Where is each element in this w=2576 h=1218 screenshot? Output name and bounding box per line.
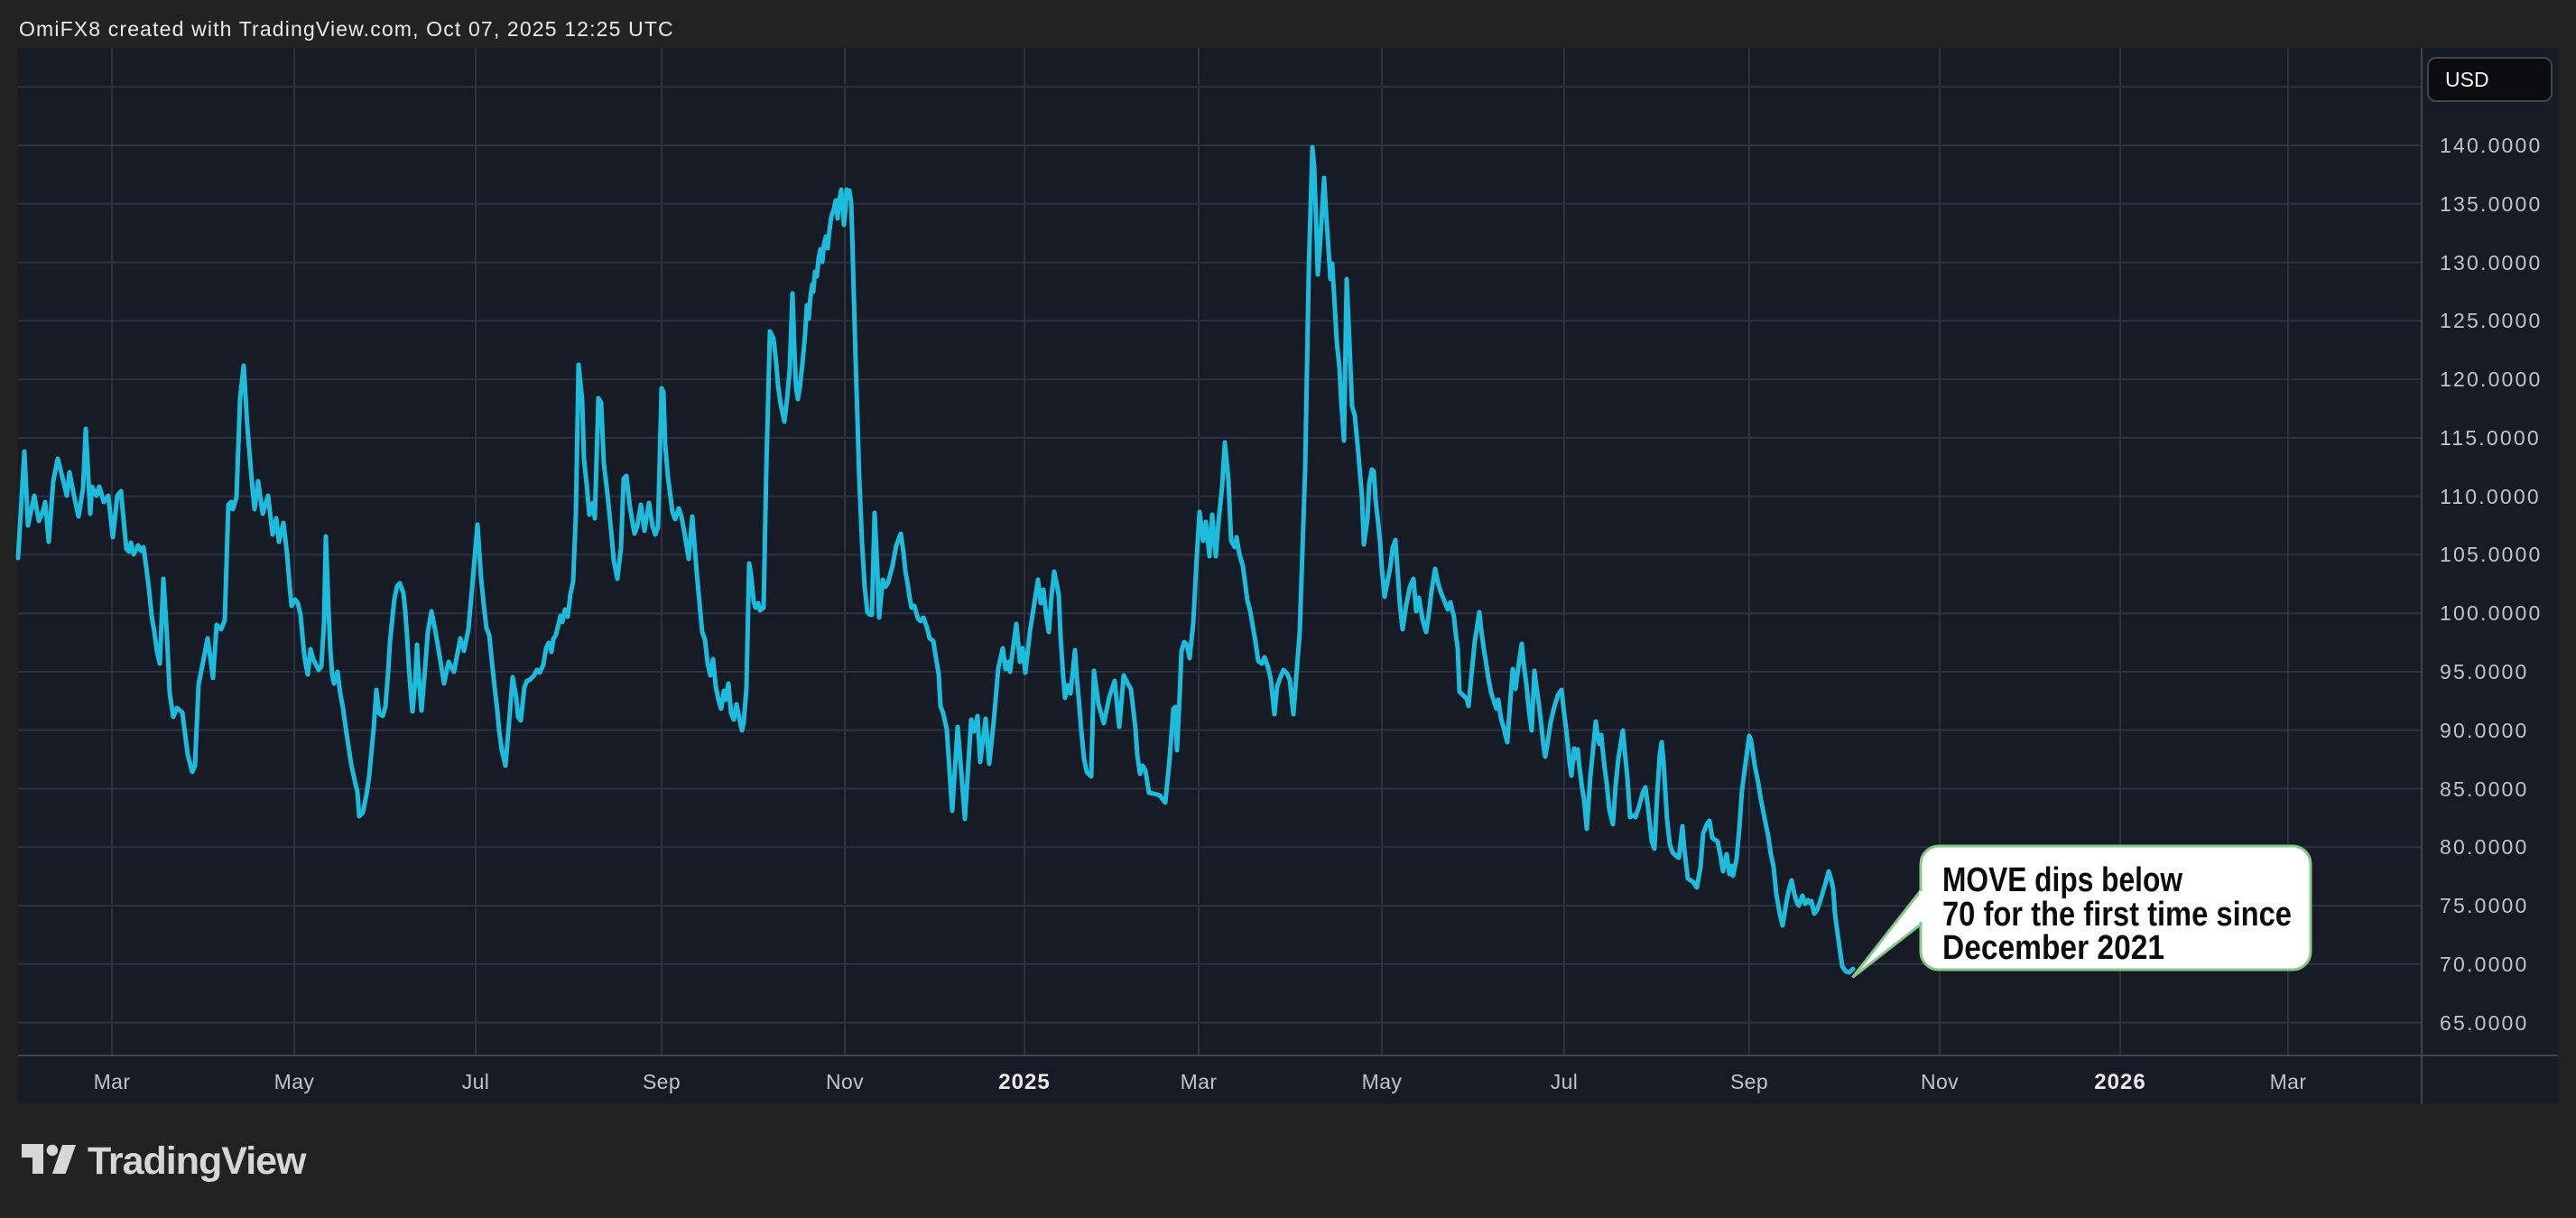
svg-text:140.0000: 140.0000 — [2440, 134, 2543, 157]
svg-text:December 2021: December 2021 — [1942, 929, 2164, 967]
svg-text:95.0000: 95.0000 — [2440, 660, 2529, 683]
svg-text:120.0000: 120.0000 — [2440, 367, 2543, 391]
svg-text:70.0000: 70.0000 — [2440, 953, 2529, 976]
svg-text:135.0000: 135.0000 — [2440, 192, 2543, 216]
svg-text:OmiFX8 created with TradingVie: OmiFX8 created with TradingView.com, Oct… — [19, 17, 674, 41]
svg-text:Nov: Nov — [1921, 1070, 1959, 1093]
svg-text:125.0000: 125.0000 — [2440, 309, 2543, 332]
svg-text:80.0000: 80.0000 — [2440, 835, 2529, 859]
svg-text:70 for the first time since: 70 for the first time since — [1942, 896, 2292, 934]
svg-text:Mar: Mar — [2270, 1070, 2307, 1093]
svg-text:Jul: Jul — [462, 1070, 490, 1093]
svg-text:65.0000: 65.0000 — [2440, 1011, 2529, 1035]
svg-text:75.0000: 75.0000 — [2440, 894, 2529, 917]
svg-text:100.0000: 100.0000 — [2440, 601, 2543, 625]
svg-text:Mar: Mar — [94, 1070, 131, 1093]
svg-text:USD: USD — [2445, 68, 2489, 91]
svg-text:TradingView: TradingView — [88, 1139, 307, 1183]
svg-text:2025: 2025 — [998, 1070, 1050, 1094]
svg-text:Sep: Sep — [1730, 1070, 1768, 1093]
svg-text:130.0000: 130.0000 — [2440, 251, 2543, 274]
svg-text:Sep: Sep — [643, 1070, 681, 1093]
svg-text:Nov: Nov — [826, 1070, 864, 1093]
svg-text:115.0000: 115.0000 — [2440, 426, 2541, 450]
svg-text:Jul: Jul — [1551, 1070, 1579, 1093]
svg-text:May: May — [1362, 1070, 1403, 1093]
svg-text:May: May — [274, 1070, 315, 1093]
svg-text:MOVE dips below: MOVE dips below — [1942, 861, 2182, 899]
svg-text:2026: 2026 — [2094, 1070, 2145, 1094]
svg-text:90.0000: 90.0000 — [2440, 719, 2529, 742]
svg-text:105.0000: 105.0000 — [2440, 543, 2543, 566]
svg-text:110.0000: 110.0000 — [2440, 485, 2541, 508]
svg-text:Mar: Mar — [1181, 1070, 1218, 1093]
svg-text:85.0000: 85.0000 — [2440, 777, 2529, 801]
